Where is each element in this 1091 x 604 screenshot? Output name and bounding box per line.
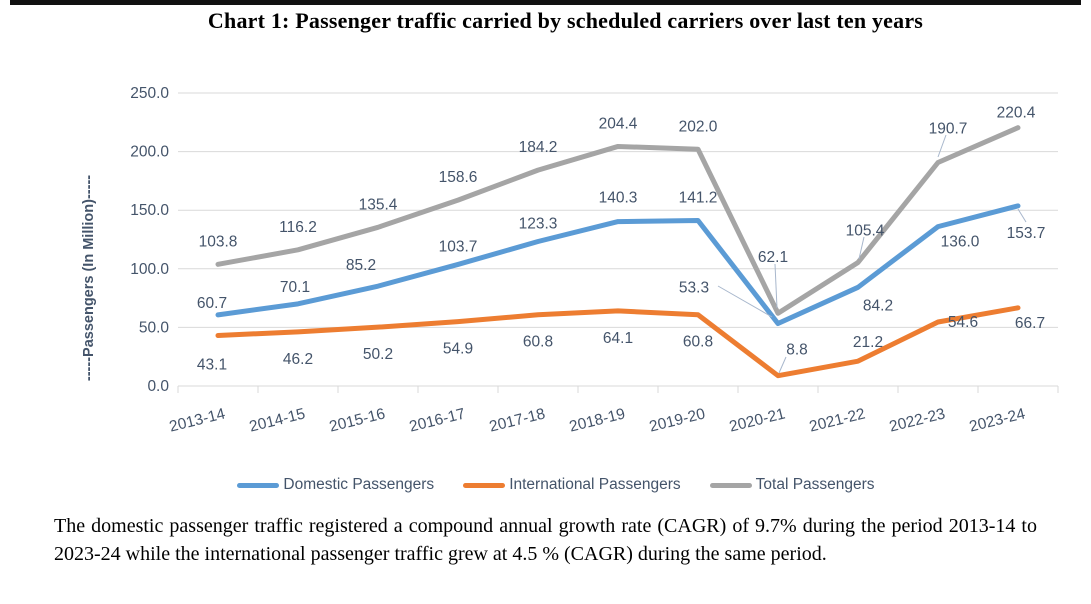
- legend-swatch: [463, 482, 506, 488]
- legend-label: Domestic Passengers: [283, 476, 435, 493]
- x-axis-tick-label: 2014-15: [248, 405, 307, 435]
- series-line-total-passengers: [215, 125, 1021, 316]
- chart-title: Chart 1: Passenger traffic carried by sc…: [207, 8, 924, 33]
- legend-item-international-passengers: International Passengers: [463, 476, 681, 494]
- data-label: 85.2: [346, 257, 376, 274]
- data-label: 123.3: [519, 215, 558, 232]
- data-label: 66.7: [1015, 315, 1045, 332]
- series-line-domestic-passengers: [215, 203, 1021, 327]
- data-label: 220.4: [997, 105, 1036, 122]
- legend-label: International Passengers: [509, 476, 681, 493]
- caption-text: The domestic passenger traffic registere…: [54, 515, 1037, 565]
- data-label: 70.1: [280, 279, 310, 296]
- data-label: 158.6: [439, 169, 478, 186]
- y-axis-tick-label: 0.0: [147, 378, 169, 395]
- data-label: 60.8: [523, 334, 553, 351]
- data-label: 46.2: [283, 351, 313, 368]
- data-label: 103.7: [439, 238, 478, 255]
- y-axis-tick-label: 100.0: [130, 261, 169, 278]
- data-label: 204.4: [599, 115, 638, 132]
- data-label: 135.4: [359, 196, 398, 213]
- y-axis-tick-label: 250.0: [130, 85, 169, 102]
- x-axis-tick-label: 2015-16: [328, 405, 387, 435]
- data-label: 140.3: [599, 190, 638, 207]
- label-leader-line: [1017, 208, 1027, 223]
- data-label: 184.2: [519, 139, 558, 156]
- x-axis-tick-label: 2016-17: [408, 405, 467, 435]
- y-axis-title: -----Passengers (In Million)-----: [81, 175, 97, 381]
- x-axis-tick-label: 2019-20: [648, 405, 708, 435]
- legend-item-total-passengers: Total Passengers: [709, 476, 875, 494]
- data-label: 202.0: [679, 118, 718, 135]
- data-label: 54.9: [443, 341, 473, 358]
- legend-item-domestic-passengers: Domestic Passengers: [237, 476, 434, 494]
- data-label: 190.7: [929, 120, 968, 137]
- data-label: 50.2: [363, 346, 393, 363]
- data-label: 43.1: [197, 356, 227, 373]
- x-axis-tick-label: 2021-22: [808, 405, 867, 435]
- data-label: 21.2: [853, 334, 883, 351]
- label-leader-line: [778, 356, 787, 374]
- x-axis-tick-label: 2013-14: [168, 405, 228, 435]
- data-label: 141.2: [679, 190, 718, 207]
- x-axis-tick-label: 2022-23: [888, 405, 947, 435]
- data-label: 60.7: [197, 295, 227, 312]
- label-leader-line: [774, 263, 778, 309]
- legend-swatch: [237, 482, 280, 488]
- label-leader-line: [937, 134, 947, 158]
- y-axis-tick-label: 150.0: [130, 202, 169, 219]
- top-border-rule: [10, 0, 1081, 5]
- data-label: 105.4: [846, 222, 885, 239]
- data-label: 103.8: [199, 233, 238, 250]
- x-axis-tick-label: 2020-21: [728, 405, 787, 435]
- legend-label: Total Passengers: [755, 476, 875, 493]
- data-label: 64.1: [603, 330, 633, 347]
- y-axis-tick-label: 200.0: [130, 144, 169, 161]
- data-label: 8.8: [786, 342, 808, 359]
- legend-swatch: [709, 482, 752, 488]
- label-leader-line: [717, 285, 773, 318]
- data-label: 136.0: [941, 234, 980, 251]
- data-label: 62.1: [758, 249, 788, 266]
- label-leader-line: [858, 236, 865, 260]
- data-label: 60.8: [683, 334, 713, 351]
- y-axis-tick-label: 50.0: [139, 319, 170, 336]
- data-label: 116.2: [279, 219, 317, 236]
- x-axis-tick-label: 2017-18: [488, 405, 547, 435]
- x-axis-tick-label: 2023-24: [968, 405, 1028, 435]
- chart-legend: Domestic Passengers International Passeng…: [21, 474, 1091, 496]
- series-line-international-passengers: [215, 305, 1021, 379]
- data-label: 53.3: [679, 280, 709, 297]
- data-label: 54.6: [948, 314, 978, 331]
- data-label: 84.2: [863, 297, 893, 314]
- x-axis-tick-label: 2018-19: [568, 405, 627, 435]
- data-label: 153.7: [1007, 225, 1046, 242]
- line-chart: 250.0 200.0 150.0 100.0 50.0 0.0 2013-14 2014-1…: [81, 85, 1059, 436]
